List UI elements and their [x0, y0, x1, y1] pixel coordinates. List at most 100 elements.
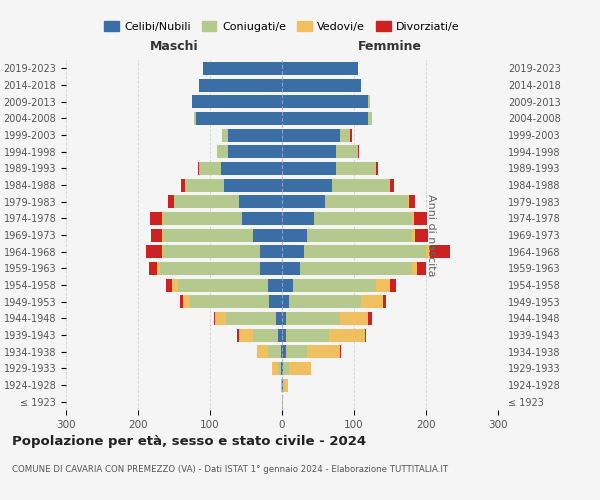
Bar — [368, 95, 370, 108]
Bar — [281, 378, 282, 392]
Bar — [350, 128, 352, 141]
Bar — [282, 178, 332, 192]
Bar — [182, 295, 190, 308]
Bar — [228, 145, 282, 158]
Bar — [325, 195, 408, 208]
Bar — [282, 378, 283, 392]
Bar — [163, 245, 260, 258]
Bar — [282, 162, 336, 175]
Bar — [284, 378, 288, 392]
Bar — [282, 145, 336, 158]
Bar — [282, 395, 283, 408]
Bar — [289, 362, 311, 375]
Bar — [181, 295, 182, 308]
Bar — [272, 362, 278, 375]
Bar — [172, 278, 178, 291]
Bar — [286, 328, 329, 342]
Bar — [268, 345, 281, 358]
Bar — [283, 378, 284, 392]
Bar — [157, 262, 160, 275]
Bar — [412, 262, 418, 275]
Bar — [361, 295, 383, 308]
Bar — [286, 345, 307, 358]
Bar — [282, 195, 325, 208]
Bar — [214, 312, 215, 325]
Bar — [307, 228, 412, 241]
Bar — [415, 228, 428, 241]
Bar — [304, 245, 426, 258]
Bar — [162, 228, 163, 241]
Bar — [282, 78, 361, 92]
Bar — [160, 262, 260, 275]
Bar — [174, 195, 239, 208]
Bar — [314, 212, 412, 225]
Bar — [336, 145, 358, 158]
Bar — [278, 328, 282, 342]
Bar — [149, 212, 163, 225]
Bar — [368, 112, 372, 125]
Bar — [228, 128, 282, 141]
Bar — [289, 295, 361, 308]
Bar — [260, 245, 282, 258]
Bar — [293, 278, 376, 291]
Bar — [239, 195, 282, 208]
Bar — [332, 178, 390, 192]
Bar — [217, 145, 228, 158]
Text: Maschi: Maschi — [149, 40, 199, 53]
Bar — [376, 162, 378, 175]
Bar — [222, 128, 228, 141]
Bar — [282, 312, 286, 325]
Bar — [412, 212, 414, 225]
Bar — [336, 162, 376, 175]
Bar — [276, 312, 282, 325]
Bar — [412, 228, 415, 241]
Bar — [282, 278, 293, 291]
Bar — [414, 212, 427, 225]
Bar — [268, 278, 282, 291]
Bar — [418, 262, 426, 275]
Bar — [283, 362, 289, 375]
Bar — [226, 312, 276, 325]
Bar — [239, 328, 253, 342]
Bar — [340, 345, 341, 358]
Bar — [281, 362, 282, 375]
Bar — [199, 78, 282, 92]
Bar — [253, 228, 282, 241]
Bar — [238, 328, 239, 342]
Bar — [286, 312, 340, 325]
Bar — [282, 328, 286, 342]
Bar — [194, 112, 196, 125]
Bar — [383, 295, 386, 308]
Bar — [146, 245, 162, 258]
Bar — [181, 178, 185, 192]
Bar — [185, 178, 224, 192]
Bar — [162, 245, 163, 258]
Bar — [426, 245, 430, 258]
Bar — [203, 62, 282, 75]
Bar — [149, 262, 157, 275]
Bar — [282, 95, 368, 108]
Bar — [278, 362, 281, 375]
Bar — [198, 162, 199, 175]
Bar — [190, 295, 269, 308]
Bar — [281, 345, 282, 358]
Bar — [282, 295, 289, 308]
Bar — [390, 178, 394, 192]
Text: COMUNE DI CAVARIA CON PREMEZZO (VA) - Dati ISTAT 1° gennaio 2024 - Elaborazione : COMUNE DI CAVARIA CON PREMEZZO (VA) - Da… — [12, 465, 448, 474]
Bar — [368, 312, 372, 325]
Text: Femmine: Femmine — [358, 40, 422, 53]
Bar — [358, 145, 359, 158]
Bar — [168, 195, 174, 208]
Bar — [166, 278, 172, 291]
Bar — [199, 162, 221, 175]
Bar — [253, 328, 278, 342]
Bar — [192, 95, 282, 108]
Bar — [282, 228, 307, 241]
Bar — [269, 295, 282, 308]
Bar — [196, 112, 282, 125]
Bar — [282, 362, 283, 375]
Text: Popolazione per età, sesso e stato civile - 2024: Popolazione per età, sesso e stato civil… — [12, 435, 366, 448]
Bar — [300, 262, 412, 275]
Bar — [282, 112, 368, 125]
Bar — [221, 162, 282, 175]
